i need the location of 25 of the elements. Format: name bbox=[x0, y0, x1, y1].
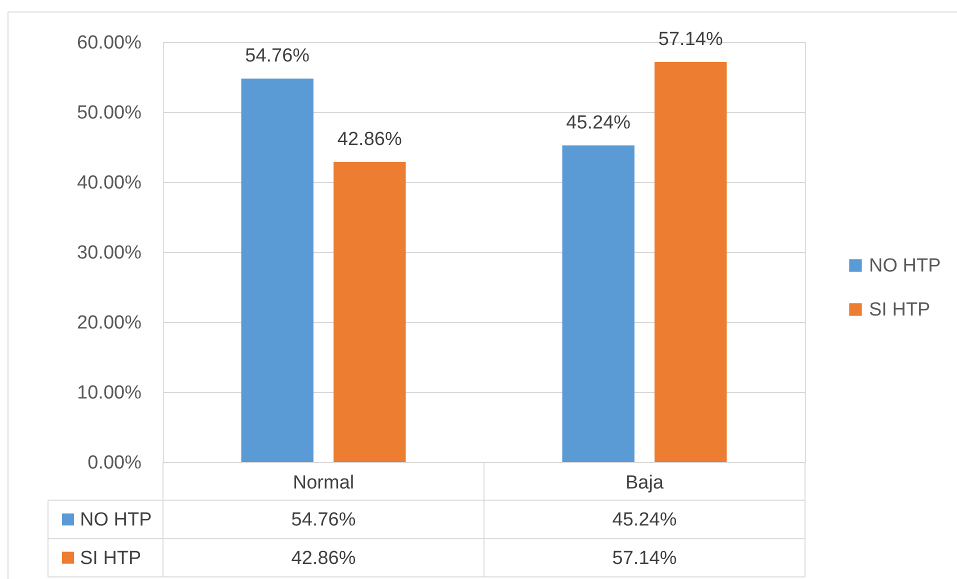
bar bbox=[241, 78, 314, 462]
text: NO HTP bbox=[869, 256, 941, 276]
text: 42.86% bbox=[337, 128, 402, 150]
y-tick-label: 0.00% bbox=[88, 452, 142, 474]
data-label: 57.14% bbox=[612, 548, 677, 569]
text: 54.76% bbox=[245, 46, 310, 67]
y-tick-label: 50.00% bbox=[77, 102, 142, 124]
bar bbox=[334, 162, 406, 462]
text: SI HTP bbox=[80, 548, 142, 569]
text: 45.24% bbox=[566, 112, 631, 134]
y-tick-label: 10.00% bbox=[77, 382, 142, 404]
y-tick-label: 20.00% bbox=[77, 312, 142, 334]
bar bbox=[654, 62, 727, 462]
x-tick-label: Baja bbox=[625, 472, 664, 494]
y-tick-label: 60.00% bbox=[77, 32, 142, 54]
data-label: 54.76% bbox=[291, 509, 356, 530]
legend-label: NO HTP bbox=[80, 509, 152, 530]
y-tick-label: 30.00% bbox=[77, 242, 142, 264]
x-tick-label: Normal bbox=[292, 472, 354, 494]
data-label: 42.86% bbox=[291, 548, 356, 569]
text: 57.14% bbox=[658, 29, 723, 50]
y-tick-label: 40.00% bbox=[77, 172, 142, 194]
legend-label: SI HTP bbox=[869, 300, 930, 320]
bar bbox=[562, 145, 634, 462]
data-label: 45.24% bbox=[612, 509, 677, 530]
